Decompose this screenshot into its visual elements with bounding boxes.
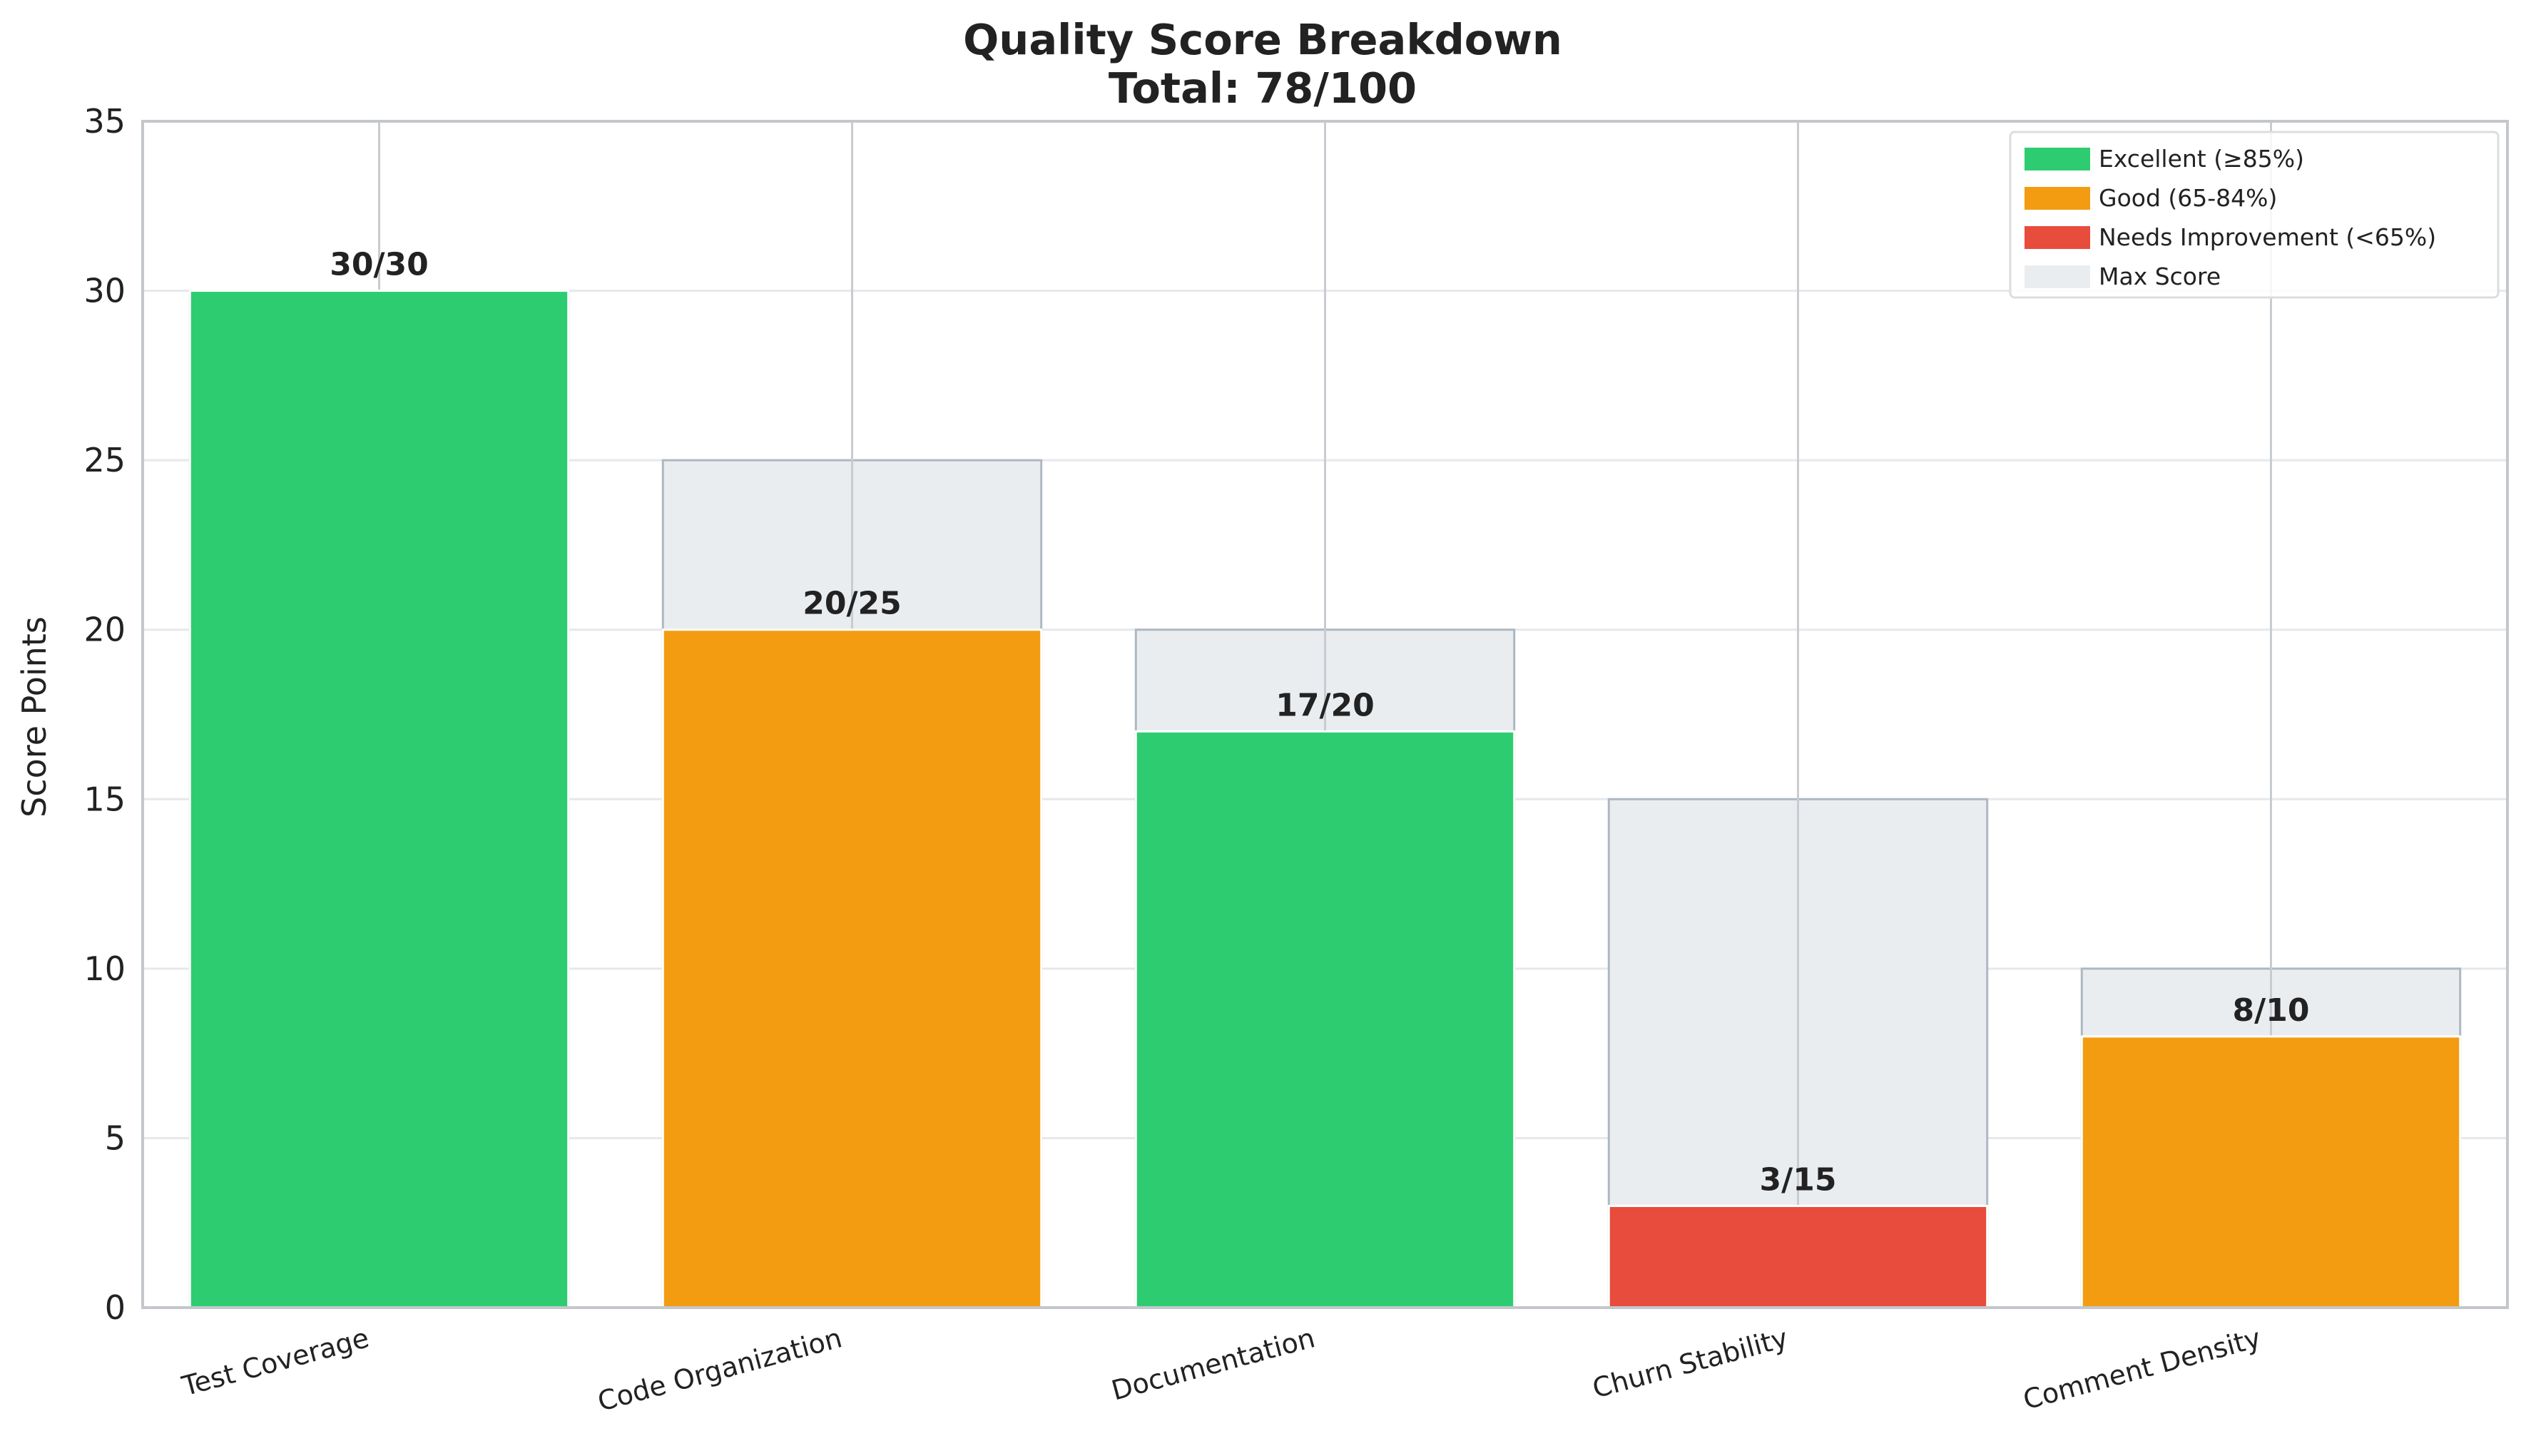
legend-swatch — [2025, 187, 2090, 210]
x-tick-label: Comment Density — [2020, 1322, 2263, 1415]
legend: Excellent (≥85%) Good (65-84%) Needs Impro… — [2009, 131, 2500, 299]
x-tick-label: Churn Stability — [1589, 1322, 1791, 1404]
x-tick-label: Test Coverage — [178, 1322, 372, 1402]
y-tick-label: 35 — [83, 102, 126, 141]
plot-frame — [141, 120, 2509, 1309]
data-label: 17/20 — [1275, 687, 1375, 723]
score-bar — [188, 290, 570, 1309]
chart-subtitle: Total: 78/100 — [1109, 63, 1417, 113]
legend-box — [2009, 131, 2500, 299]
data-label: 30/30 — [330, 247, 429, 283]
chart-title: Quality Score Breakdown — [963, 15, 1562, 64]
y-tick-label: 20 — [83, 611, 126, 649]
legend-label: Good (65-84%) — [2099, 184, 2277, 212]
data-label: 3/15 — [1760, 1161, 1837, 1198]
score-bar — [661, 628, 1043, 1309]
data-labels: 30/30 20/25 17/20 3/15 8/10 — [330, 247, 2309, 1198]
legend-label: Needs Improvement (<65%) — [2099, 223, 2436, 251]
legend-swatch — [2025, 148, 2090, 170]
x-tick-label: Code Organization — [594, 1322, 845, 1417]
score-bar — [2080, 1035, 2462, 1309]
data-label: 8/10 — [2233, 992, 2310, 1029]
score-bar — [1607, 1204, 1989, 1309]
y-axis-label: Score Points — [15, 616, 54, 818]
data-label: 20/25 — [803, 586, 902, 622]
y-tick-label: 15 — [83, 780, 126, 818]
score-bars — [188, 290, 2462, 1309]
y-tick-label: 0 — [105, 1288, 126, 1327]
legend-label: Max Score — [2099, 263, 2221, 290]
score-bar — [1134, 730, 1516, 1309]
y-tick-label: 5 — [105, 1119, 126, 1157]
legend-swatch — [2025, 226, 2090, 249]
y-tick-label: 10 — [83, 950, 126, 988]
legend-label: Excellent (≥85%) — [2099, 145, 2304, 173]
x-tick-label: Documentation — [1108, 1322, 1318, 1406]
y-tick-label: 25 — [83, 441, 126, 479]
y-tick-label: 30 — [83, 272, 126, 310]
legend-swatch — [2025, 265, 2090, 288]
